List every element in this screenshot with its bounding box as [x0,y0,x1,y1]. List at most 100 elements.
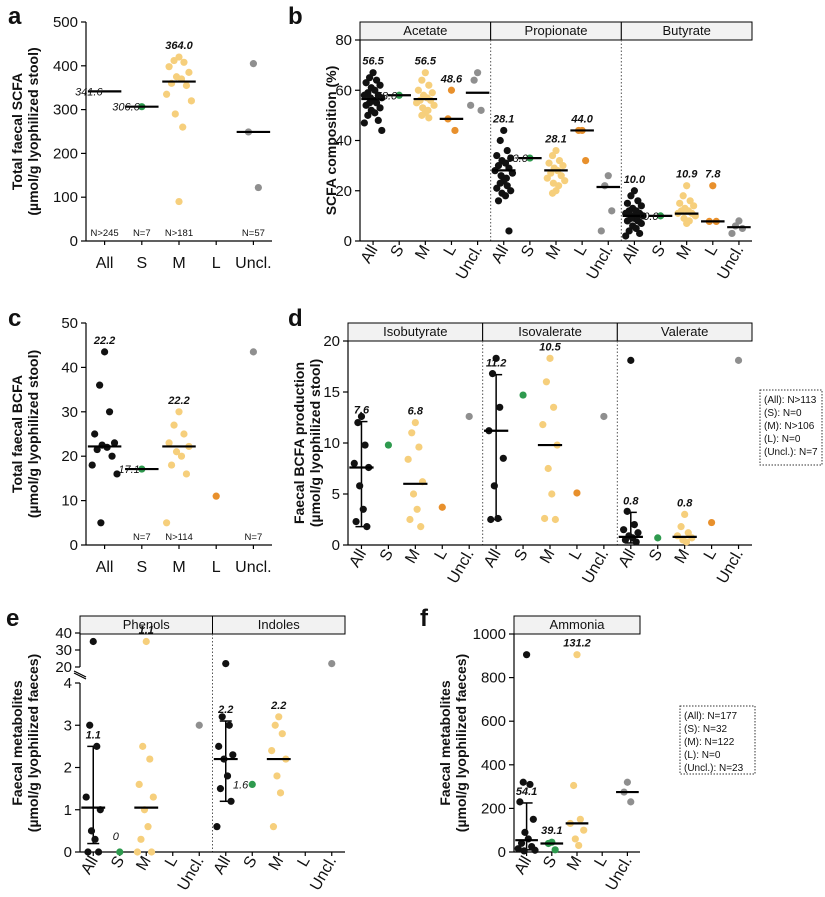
data-point-m [268,747,276,755]
data-point-m [175,197,183,206]
data-point-uncl [597,227,605,235]
data-point-all [371,86,379,94]
x-category-label: All [78,854,102,878]
data-point-m [575,841,583,850]
x-category-label: S [108,854,128,872]
data-point-l [438,503,446,511]
facet-title: Butyrate [662,23,710,38]
data-point-all [371,109,379,117]
data-point-m [580,826,588,834]
data-point-all [503,182,511,190]
data-point-all [523,651,531,659]
x-category-label: S [136,255,147,272]
legend-entry: (L): N=0 [764,434,801,445]
legend-entry: (All): N=177 [684,711,738,722]
x-category-label: S [241,854,261,872]
data-point-uncl [249,348,257,356]
median-annotation: 0.8 [677,497,693,509]
data-point-m [133,848,142,856]
facet-title: Isobutyrate [383,324,447,339]
data-point-all [227,797,235,805]
data-point-all [623,199,632,207]
data-point-m [682,538,691,546]
legend-entry: (M): N=122 [684,737,735,748]
median-annotation: 56.5 [415,56,437,68]
data-point-s [248,780,256,789]
data-point-m [549,403,558,411]
data-point-all [514,845,522,853]
y-tick-label: 200 [53,145,78,162]
y-tick-label: 20 [55,659,72,676]
data-point-uncl [627,798,635,806]
median-annotation: 2.2 [217,704,233,716]
data-point-all [501,192,510,200]
y-tick-label: 30 [61,404,78,421]
data-point-m [576,815,584,823]
x-category-label: L [571,242,590,258]
y-tick-label: 40 [55,625,72,642]
data-point-m [542,378,551,386]
data-point-m [175,408,183,416]
data-point-all [636,229,644,238]
x-category-label: L [432,546,451,562]
data-point-uncl [600,412,608,421]
data-point-m [570,781,578,790]
x-category-label: S [388,243,408,261]
data-point-all [493,184,501,192]
data-point-m [269,823,278,831]
x-category-label: All [211,854,235,878]
data-point-m [546,354,554,362]
panel-letter-c: c [8,305,21,332]
data-point-m [171,110,179,118]
x-category-label: M [172,559,185,576]
data-point-m [165,63,173,71]
data-point-s [116,848,124,856]
data-point-m [411,419,419,427]
median-annotation: 17.1 [118,464,139,476]
data-point-m [548,490,556,498]
x-category-label: M [133,854,154,874]
x-category-label: Uncl. [235,255,271,272]
panel-letter-a: a [8,3,22,30]
y-tick-label: 0 [344,233,352,250]
data-point-m [276,789,285,797]
median-annotation: 58.0 [376,90,398,102]
data-point-all [225,721,233,729]
data-point-all [84,848,92,856]
y-tick-label: 1 [64,802,72,819]
panel-letter-f: f [420,605,429,632]
median-annotation: 6.8 [408,406,424,418]
data-point-uncl [254,183,262,192]
facet-title: Propionate [525,23,588,38]
data-point-uncl [249,60,257,68]
panel-a: a 0 100 200 300 400 500 Total faecal SCFA(µmol/… [8,3,272,272]
data-point-all [223,772,232,780]
data-point-m [677,523,685,531]
data-point-all [494,162,503,170]
data-point-all [215,742,223,750]
data-point-all [487,515,495,524]
y-tick-label: 20 [323,333,340,350]
data-point-all [89,637,97,646]
data-point-all [108,452,116,460]
data-point-m [170,56,178,65]
data-point-uncl [735,217,743,225]
legend-entry: (Uncl.): N=7 [764,447,818,458]
data-point-m [679,192,687,200]
x-category-label: Uncl. [584,243,617,283]
data-point-all [496,403,504,411]
data-point-l [708,518,716,527]
data-point-all [505,227,513,235]
data-point-m [180,58,188,66]
data-point-all [623,507,631,515]
median-annotation: 10.9 [676,169,698,181]
y-tick-label: 20 [335,183,352,200]
y-axis-label: Total faecal BCFA(µmol/g lyophilized sto… [9,350,41,518]
x-category-label: M [172,255,185,272]
data-point-m [551,515,559,524]
x-category-label: S [518,243,538,261]
y-tick-label: 200 [481,800,506,817]
data-point-all [500,126,508,135]
facet-title: Acetate [403,23,447,38]
